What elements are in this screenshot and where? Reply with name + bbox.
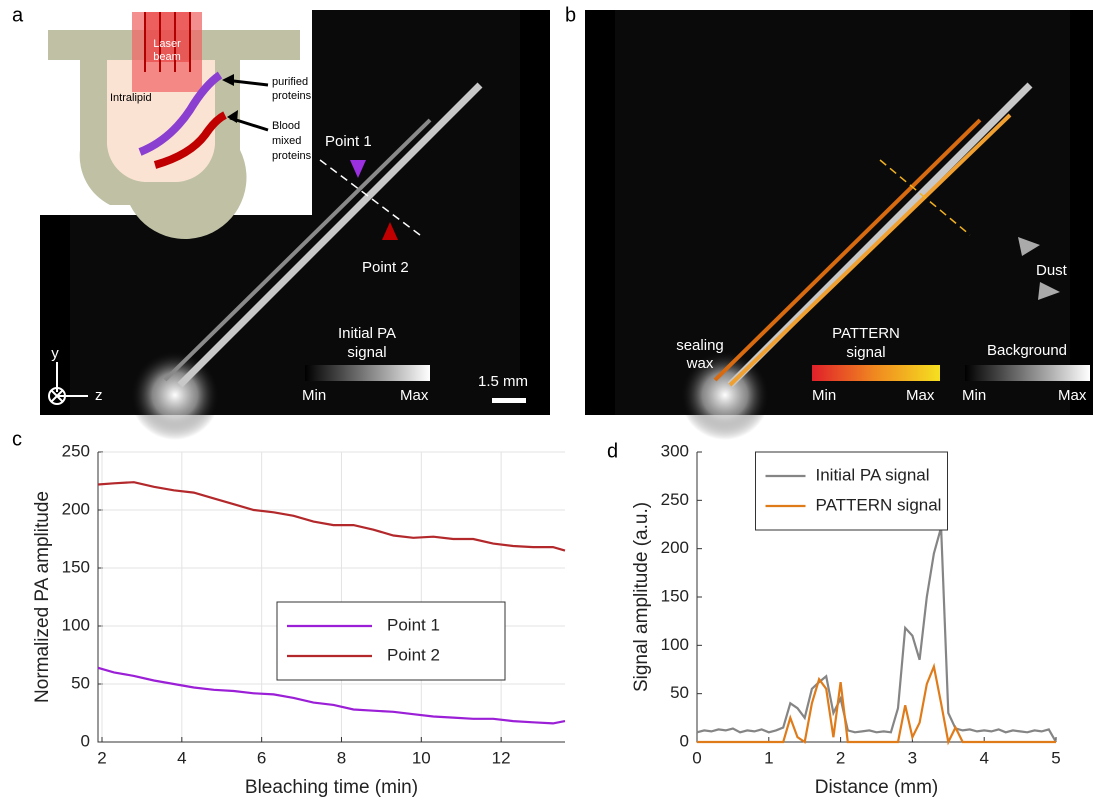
y-tick-label: 0 xyxy=(81,731,90,750)
colorbar-title: Initial PA xyxy=(338,325,396,342)
y-tick-label: 150 xyxy=(62,557,90,576)
x-tick-label: 1 xyxy=(764,748,773,767)
x-tick-label: 5 xyxy=(1051,748,1060,767)
x-axis-label: Bleaching time (min) xyxy=(245,777,418,798)
x-axis-label: Distance (mm) xyxy=(815,777,939,798)
x-tick-label: 3 xyxy=(908,748,917,767)
image-b xyxy=(585,10,1093,440)
colorbar-min: Min xyxy=(962,387,986,404)
inset-label: mixed xyxy=(272,135,301,147)
panel-label: b xyxy=(565,4,576,26)
x-tick-label: 8 xyxy=(337,748,346,767)
series-line xyxy=(697,662,1056,746)
colorbar-max: Max xyxy=(906,387,935,404)
inset-label: Blood xyxy=(272,120,300,132)
y-tick-label: 200 xyxy=(62,499,90,518)
panel-label: d xyxy=(607,440,618,462)
y-axis-label: Normalized PA amplitude xyxy=(32,491,53,703)
series-line xyxy=(97,481,566,552)
inset-label: purified xyxy=(272,76,308,88)
annotation: sealing xyxy=(676,337,724,354)
legend xyxy=(276,601,506,681)
y-tick-label: 200 xyxy=(661,538,689,557)
annotation: wax xyxy=(686,355,714,372)
axis-label: z xyxy=(95,387,103,404)
panel-label: c xyxy=(12,428,22,450)
colorbar-max: Max xyxy=(1058,387,1087,404)
x-tick-label: 0 xyxy=(692,748,701,767)
inset-label: Intralipid xyxy=(110,92,152,104)
x-tick-label: 4 xyxy=(979,748,988,767)
point-label: Point 2 xyxy=(362,259,409,276)
y-tick-label: 0 xyxy=(680,731,689,750)
panel-label: a xyxy=(12,4,24,26)
x-tick-label: 10 xyxy=(412,748,431,767)
y-tick-label: 50 xyxy=(670,683,689,702)
y-tick-label: 150 xyxy=(661,586,689,605)
axis-label: y xyxy=(51,345,59,362)
x-tick-label: 12 xyxy=(492,748,511,767)
legend-label: Point 1 xyxy=(387,615,440,634)
y-tick-label: 250 xyxy=(661,490,689,509)
y-tick-label: 250 xyxy=(62,441,90,460)
x-tick-label: 4 xyxy=(177,748,186,767)
inset-label: proteins xyxy=(272,90,312,102)
colorbar-max: Max xyxy=(400,387,429,404)
y-tick-label: 100 xyxy=(661,635,689,654)
y-tick-label: 50 xyxy=(71,673,90,692)
scale-bar-label: 1.5 mm xyxy=(478,373,528,390)
legend-label: PATTERN signal xyxy=(816,495,942,514)
y-tick-label: 300 xyxy=(661,441,689,460)
y-axis-label: Signal amplitude (a.u.) xyxy=(631,502,652,692)
y-tick-label: 100 xyxy=(62,615,90,634)
legend-label: Initial PA signal xyxy=(816,465,930,484)
x-tick-label: 6 xyxy=(257,748,266,767)
annotation: Dust xyxy=(1036,262,1068,279)
colorbar-title: PATTERN xyxy=(832,325,900,342)
colorbar-title: signal xyxy=(846,344,885,361)
series-line xyxy=(97,666,566,725)
x-tick-label: 2 xyxy=(836,748,845,767)
point-label: Point 1 xyxy=(325,133,372,150)
colorbar-min: Min xyxy=(812,387,836,404)
series-line xyxy=(696,527,1057,743)
legend xyxy=(755,451,948,531)
inset xyxy=(38,10,312,239)
legend-label: Point 2 xyxy=(387,645,440,664)
inset-label: Laser xyxy=(153,38,181,50)
axis xyxy=(97,452,565,743)
colorbar-title: Background xyxy=(987,342,1067,359)
inset-label: proteins xyxy=(272,150,312,162)
colorbar-title: signal xyxy=(347,344,386,361)
colorbar-min: Min xyxy=(302,387,326,404)
x-tick-label: 2 xyxy=(97,748,106,767)
inset-label: beam xyxy=(153,51,181,63)
